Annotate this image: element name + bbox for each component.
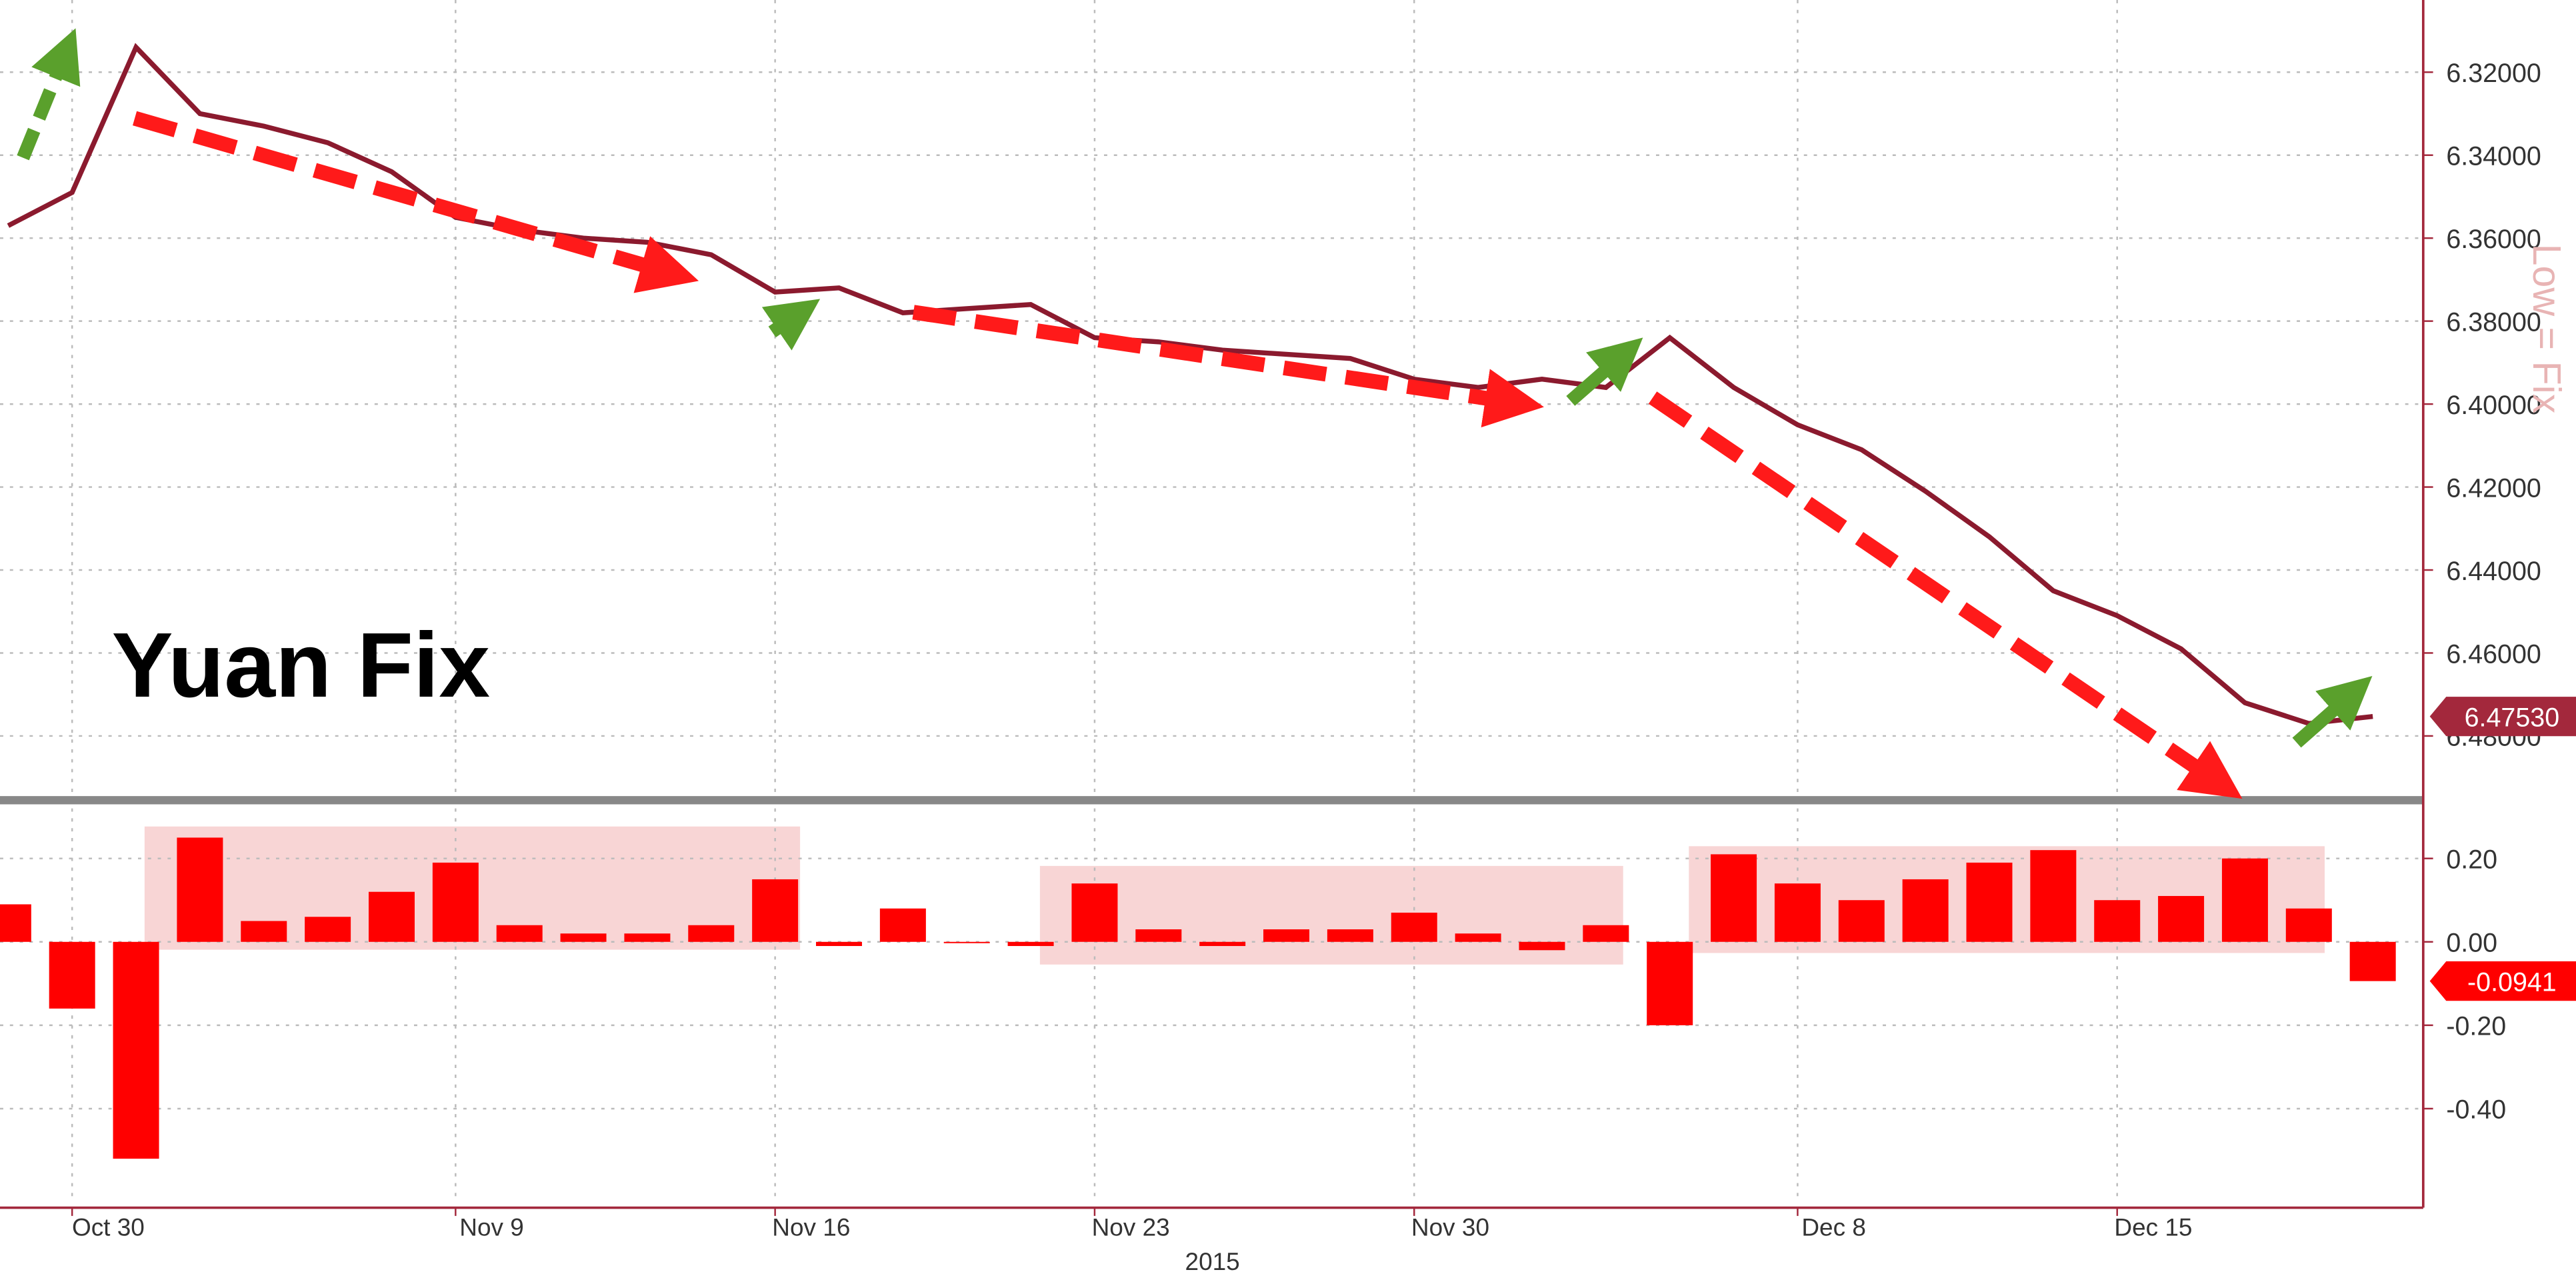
- layout: [0, 0, 2425, 1209]
- y-tick-label: 6.42000: [2446, 473, 2541, 503]
- y-tick-label: 6.32000: [2446, 59, 2541, 88]
- bar: [1711, 854, 1757, 942]
- y-tick-label: -0.20: [2446, 1012, 2506, 1041]
- bar: [1135, 929, 1182, 942]
- last-value-box: [2429, 961, 2576, 1001]
- bar: [1647, 941, 1693, 1025]
- y-tick-label: 0.20: [2446, 845, 2497, 874]
- trend-arrow: [912, 305, 1544, 428]
- bar: [2094, 900, 2141, 942]
- bar: [177, 837, 223, 942]
- bar: [1391, 912, 1437, 942]
- data-line: [7, 43, 2373, 727]
- bar: [1455, 933, 1501, 942]
- y-tick-label: 6.38000: [2446, 307, 2541, 337]
- bar: [1838, 900, 1885, 942]
- bar: [496, 925, 543, 942]
- bar: [1263, 929, 1310, 942]
- bar: [1902, 879, 1949, 942]
- x-tick-label: Nov 16: [772, 1213, 850, 1241]
- y-tick-label: 0.00: [2446, 929, 2497, 958]
- bar: [1071, 883, 1118, 942]
- bar: [2285, 908, 2332, 942]
- annotation-arrows: [17, 28, 2373, 799]
- y-axis-title: Low = Fix: [2525, 244, 2569, 414]
- bar: [943, 941, 990, 943]
- last-value-box: [2429, 697, 2576, 737]
- bar: [2030, 850, 2077, 942]
- trend-arrow: [2292, 676, 2373, 748]
- y-tick-label: 6.44000: [2446, 557, 2541, 586]
- x-tick-label: Nov 23: [1092, 1213, 1170, 1241]
- bar: [2158, 895, 2205, 942]
- bar: [688, 925, 735, 942]
- x-tick-label: Oct 30: [72, 1213, 145, 1241]
- bar: [752, 879, 799, 942]
- bar: [49, 941, 95, 1009]
- bar: [305, 917, 351, 942]
- trend-arrow: [17, 28, 81, 161]
- trend-arrow: [132, 111, 699, 293]
- bar: [1583, 925, 1629, 942]
- bar: [2221, 858, 2268, 942]
- y-tick-label: -0.40: [2446, 1095, 2506, 1125]
- x-tick-label: Nov 30: [1411, 1213, 1489, 1241]
- bar: [1966, 862, 2013, 942]
- trend-arrow: [1648, 391, 2243, 799]
- bar: [624, 933, 671, 942]
- bar: [2349, 941, 2396, 981]
- bar: [0, 904, 31, 942]
- bar: [816, 941, 863, 947]
- bar: [113, 941, 159, 1159]
- bar: [432, 862, 479, 942]
- last-value-label: 6.47530: [2465, 703, 2560, 732]
- y-tick-label: 6.34000: [2446, 142, 2541, 171]
- bar: [1774, 883, 1821, 942]
- x-axis-title: 2015: [1185, 1248, 1240, 1275]
- trend-arrow: [1566, 337, 1643, 406]
- bar: [560, 933, 607, 942]
- plots: Oct 30 Nov 9 Nov 16 Nov 23 Nov 30 Dec 8 Dec 15…: [0, 0, 2576, 1241]
- x-tick-label: Dec 8: [1801, 1213, 1866, 1241]
- y-tick-label: 6.46000: [2446, 639, 2541, 669]
- bar: [368, 891, 415, 942]
- chart-title: Yuan Fix: [112, 614, 490, 717]
- bar: [879, 908, 926, 942]
- bar: [241, 921, 287, 942]
- bar: [1199, 941, 1246, 947]
- bar: [1519, 941, 1565, 951]
- last-value-label: -0.0941: [2467, 967, 2557, 997]
- x-tick-label: Dec 15: [2114, 1213, 2192, 1241]
- y-tick-label: 6.36000: [2446, 225, 2541, 254]
- trend-arrow: [761, 299, 821, 351]
- x-tick-label: Nov 9: [459, 1213, 524, 1241]
- y-tick-label: 6.40000: [2446, 391, 2541, 420]
- bar: [1007, 941, 1054, 947]
- bar: [1327, 929, 1373, 942]
